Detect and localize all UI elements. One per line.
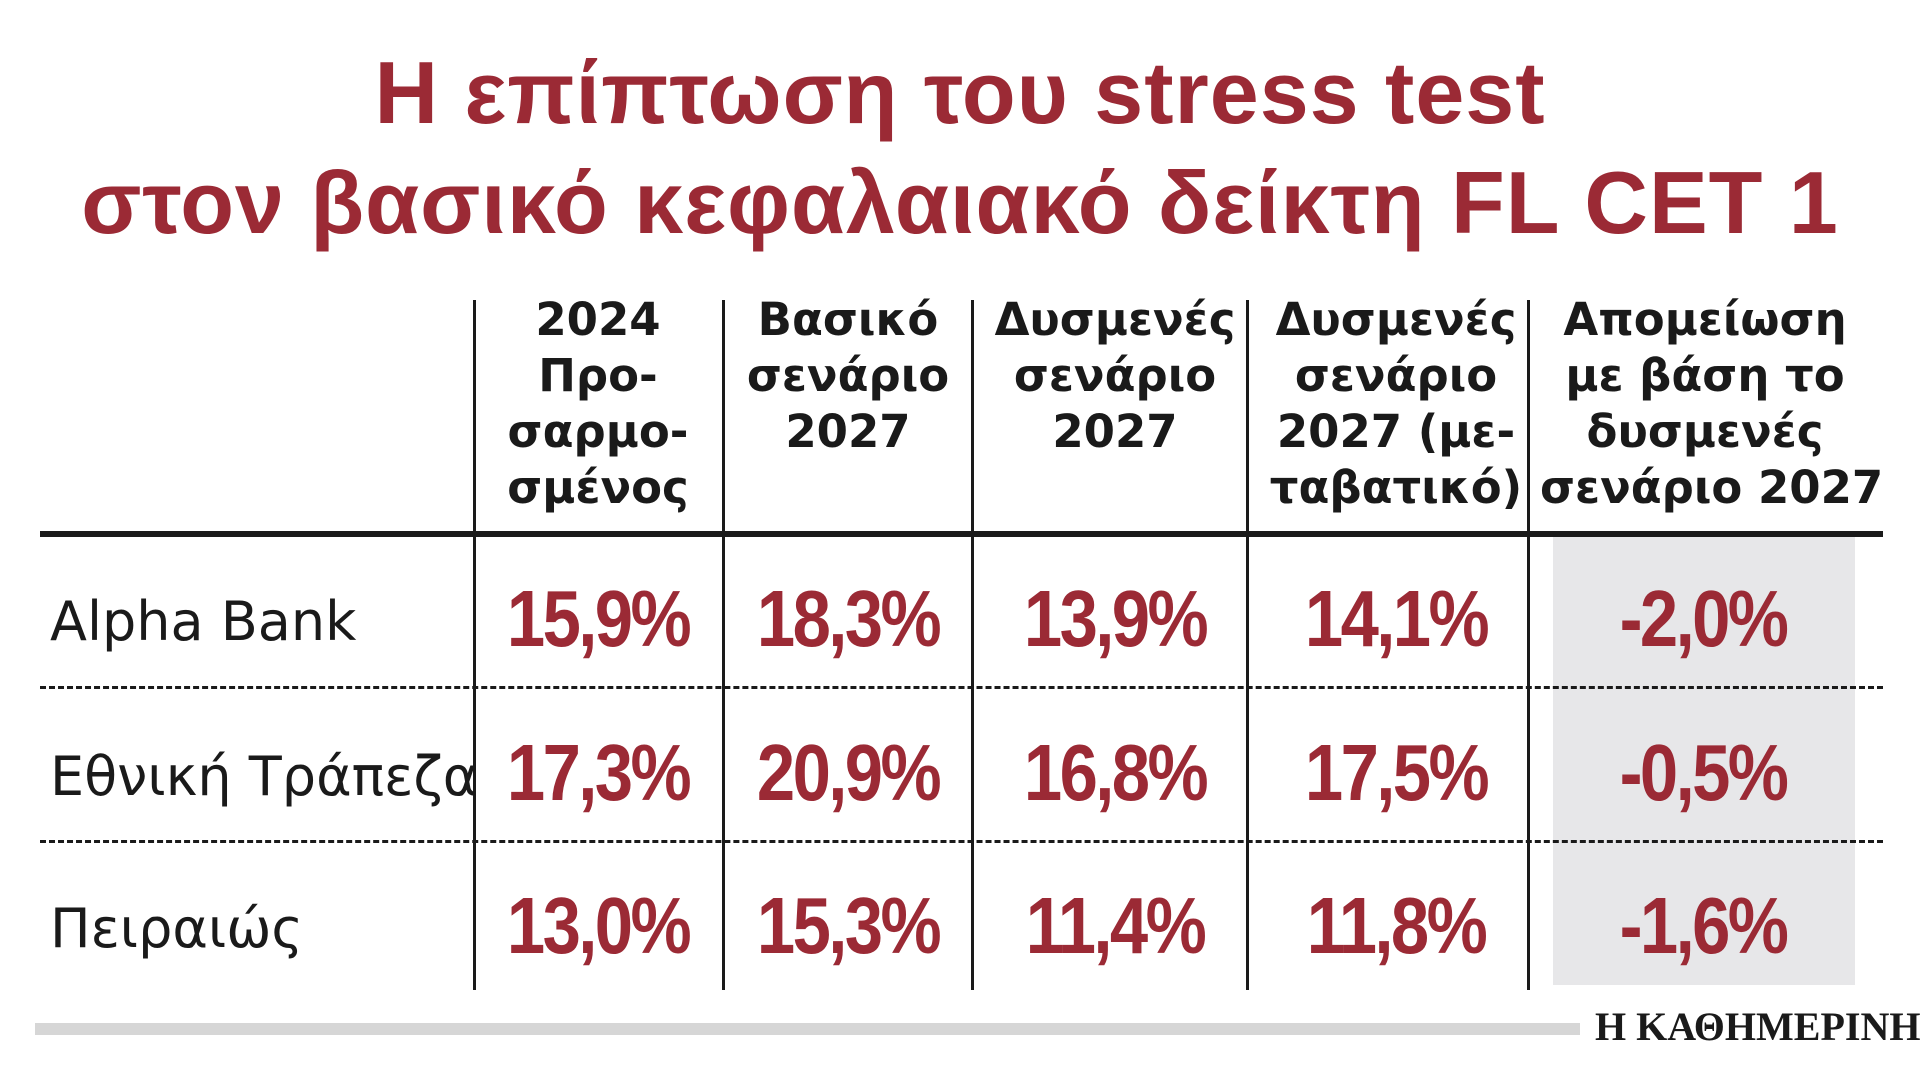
column-header-line: σενάριο	[1294, 349, 1498, 402]
column-header-line: σαρμο-	[507, 405, 689, 458]
table-cell: 17,3%	[506, 728, 692, 817]
column-header-line: Απομείωση	[1563, 293, 1847, 346]
column-header-line: σμένος	[507, 461, 689, 514]
bank-label-ethniki: Εθνική Τράπεζα	[50, 745, 479, 808]
table-header: 2024 Προ- σαρμο- σμένος Βασικό σενάριο 2…	[0, 292, 1920, 530]
bank-label-alpha: Alpha Bank	[50, 590, 357, 653]
title-line-1: Η επίπτωση του stress test	[374, 43, 1546, 142]
column-header-line: ταβατικό)	[1269, 461, 1523, 514]
column-header-2024-adjusted: 2024 Προ- σαρμο- σμένος	[478, 292, 718, 516]
column-header-line: σενάριο 2027	[1540, 461, 1884, 514]
title-line-2: στον βασικό κεφαλαιακό δείκτη FL CET 1	[81, 153, 1839, 252]
chart-title: Η επίπτωση του stress test στον βασικό κ…	[0, 38, 1920, 258]
table-cell: -1,6%	[1619, 881, 1789, 970]
table-cell: -0,5%	[1619, 728, 1789, 817]
table-cell: -2,0%	[1619, 574, 1789, 663]
publisher-logo: Η ΚΑΘΗΜΕΡΙΝΗ	[1595, 1004, 1920, 1049]
table-cell: 14,1%	[1304, 574, 1490, 663]
column-header-line: Βασικό	[757, 293, 939, 346]
table-cell: 13,0%	[506, 881, 692, 970]
column-divider	[473, 300, 476, 990]
column-header-line: σενάριο	[1013, 349, 1217, 402]
table-cell: 16,8%	[1023, 728, 1209, 817]
column-header-line: 2027 (με-	[1276, 405, 1516, 458]
table-cell: 15,9%	[506, 574, 692, 663]
table-cell: 11,4%	[1025, 881, 1207, 970]
column-header-line: Δυσμενές	[1275, 293, 1517, 346]
column-header-base-2027: Βασικό σενάριο 2027	[728, 292, 968, 460]
highlight-column-background	[1553, 537, 1855, 985]
column-header-line: 2024	[535, 293, 661, 346]
column-header-line: Δυσμενές	[994, 293, 1236, 346]
column-divider	[971, 300, 974, 990]
column-header-impairment: Απομείωση με βάση το δυσμενές σενάριο 20…	[1540, 292, 1884, 516]
table-cell: 15,3%	[756, 881, 942, 970]
column-header-line: Προ-	[538, 349, 658, 402]
column-header-line: σενάριο	[746, 349, 950, 402]
bank-label-piraeus: Πειραιώς	[50, 897, 304, 960]
table-cell: 11,8%	[1306, 881, 1488, 970]
column-header-line: με βάση το	[1565, 349, 1845, 402]
column-header-adverse-2027-transitional: Δυσμενές σενάριο 2027 (με- ταβατικό)	[1256, 292, 1536, 516]
footer-bar	[35, 1023, 1580, 1035]
column-header-line: 2027	[1052, 405, 1178, 458]
column-divider	[1527, 300, 1530, 990]
column-header-line: δυσμενές	[1586, 405, 1824, 458]
column-header-line: 2027	[785, 405, 911, 458]
column-divider	[1246, 300, 1249, 990]
column-header-adverse-2027: Δυσμενές σενάριο 2027	[980, 292, 1250, 460]
table-cell: 17,5%	[1304, 728, 1490, 817]
row-divider	[40, 686, 1883, 689]
table-cell: 13,9%	[1023, 574, 1209, 663]
column-divider	[722, 300, 725, 990]
table-cell: 18,3%	[756, 574, 942, 663]
header-rule	[40, 531, 1883, 537]
row-divider	[40, 840, 1883, 843]
table-cell: 20,9%	[756, 728, 942, 817]
